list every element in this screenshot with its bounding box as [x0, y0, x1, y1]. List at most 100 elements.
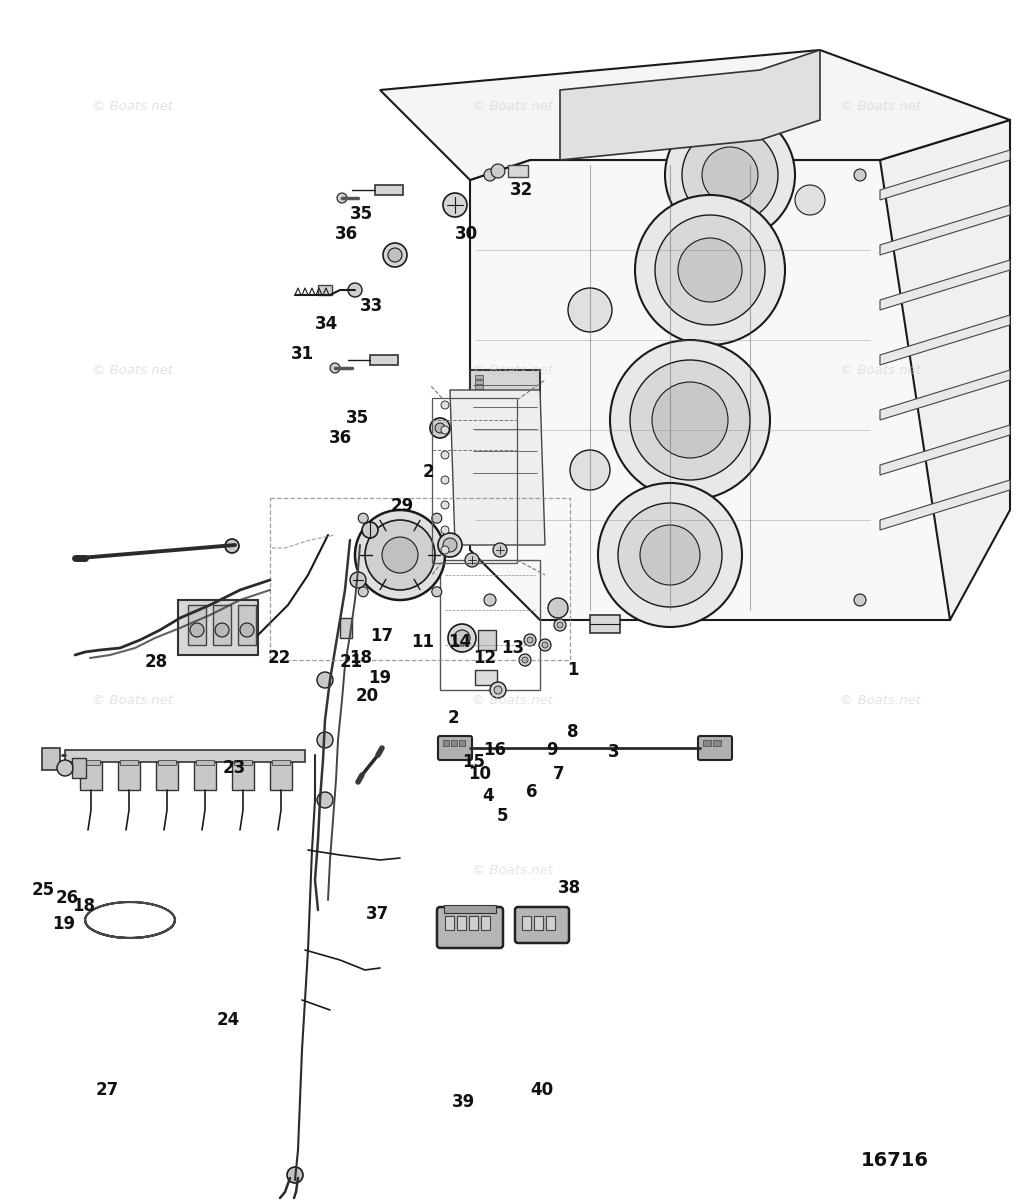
Text: © Boats.net: © Boats.net [473, 694, 553, 707]
Circle shape [225, 539, 239, 553]
Polygon shape [880, 425, 1010, 475]
Bar [457, 916, 466, 930]
Text: 23: 23 [223, 758, 245, 778]
Text: 9: 9 [546, 740, 558, 758]
Bar [459, 740, 465, 746]
Circle shape [524, 634, 536, 646]
Circle shape [57, 760, 73, 776]
Text: 13: 13 [502, 638, 524, 658]
Bar [590, 614, 620, 634]
Circle shape [443, 193, 467, 217]
Text: © Boats.net: © Boats.net [473, 864, 553, 876]
Bar [508, 164, 528, 176]
Text: 3: 3 [607, 743, 620, 761]
Circle shape [330, 362, 340, 373]
FancyBboxPatch shape [438, 736, 472, 760]
Circle shape [441, 451, 449, 458]
Bar [522, 916, 531, 930]
Polygon shape [880, 120, 1010, 620]
Circle shape [640, 526, 700, 584]
Circle shape [317, 672, 333, 688]
Bar [475, 390, 483, 394]
Circle shape [519, 654, 531, 666]
Circle shape [635, 194, 785, 346]
Circle shape [610, 340, 770, 500]
Bar [270, 762, 292, 790]
Circle shape [484, 169, 496, 181]
Bar [475, 670, 497, 685]
Text: © Boats.net: © Boats.net [473, 364, 553, 377]
Circle shape [438, 533, 462, 557]
Polygon shape [880, 150, 1010, 200]
Bar [234, 760, 252, 766]
Text: 12: 12 [473, 648, 496, 667]
Circle shape [443, 538, 457, 552]
Text: 1: 1 [566, 660, 579, 679]
Text: 18: 18 [350, 648, 372, 667]
Circle shape [441, 526, 449, 534]
Polygon shape [380, 50, 1010, 180]
Text: 33: 33 [360, 296, 383, 314]
Text: 7: 7 [553, 766, 565, 782]
Text: © Boats.net: © Boats.net [473, 100, 553, 113]
Text: 4: 4 [482, 787, 495, 804]
Polygon shape [880, 314, 1010, 365]
Circle shape [383, 242, 407, 266]
Bar [42, 748, 60, 770]
Text: 24: 24 [216, 1010, 239, 1028]
Circle shape [350, 572, 366, 588]
Circle shape [655, 215, 765, 325]
Circle shape [448, 624, 476, 652]
Circle shape [652, 382, 728, 458]
Polygon shape [880, 260, 1010, 310]
Circle shape [441, 476, 449, 484]
Circle shape [557, 622, 563, 628]
Text: 2: 2 [447, 708, 460, 726]
Circle shape [388, 248, 402, 262]
Text: 15: 15 [463, 754, 485, 770]
Bar [481, 916, 490, 930]
Text: © Boats.net: © Boats.net [92, 100, 173, 113]
FancyBboxPatch shape [437, 907, 503, 948]
Text: © Boats.net: © Boats.net [839, 100, 920, 113]
FancyBboxPatch shape [515, 907, 569, 943]
Text: 28: 28 [145, 653, 167, 672]
Bar [156, 762, 177, 790]
Polygon shape [470, 370, 540, 510]
Circle shape [441, 401, 449, 409]
Text: 40: 40 [530, 1081, 553, 1099]
Text: © Boats.net: © Boats.net [92, 694, 173, 707]
Circle shape [348, 283, 362, 296]
Text: 38: 38 [558, 878, 581, 898]
Text: 37: 37 [366, 905, 389, 924]
Circle shape [240, 623, 254, 637]
Circle shape [358, 514, 368, 523]
Circle shape [382, 538, 418, 572]
Text: © Boats.net: © Boats.net [839, 694, 920, 707]
Circle shape [365, 520, 435, 590]
Text: 5: 5 [497, 808, 509, 826]
Bar [534, 916, 543, 930]
Text: 31: 31 [291, 346, 314, 362]
Text: © Boats.net: © Boats.net [92, 364, 173, 377]
Bar [194, 762, 216, 790]
Polygon shape [560, 50, 820, 160]
Bar [158, 760, 176, 766]
Circle shape [630, 360, 750, 480]
Text: 39: 39 [452, 1093, 475, 1111]
Text: 21: 21 [340, 653, 362, 672]
Polygon shape [880, 205, 1010, 254]
Bar [196, 760, 214, 766]
Text: 11: 11 [411, 634, 434, 650]
Circle shape [358, 587, 368, 596]
Circle shape [618, 503, 722, 607]
Bar [475, 374, 483, 379]
Text: 26: 26 [55, 888, 78, 907]
Bar [188, 605, 206, 646]
Bar [440, 560, 540, 690]
Circle shape [548, 598, 568, 618]
Bar [374, 185, 403, 194]
Bar [120, 760, 139, 766]
Text: 30: 30 [456, 226, 478, 242]
Circle shape [678, 238, 742, 302]
